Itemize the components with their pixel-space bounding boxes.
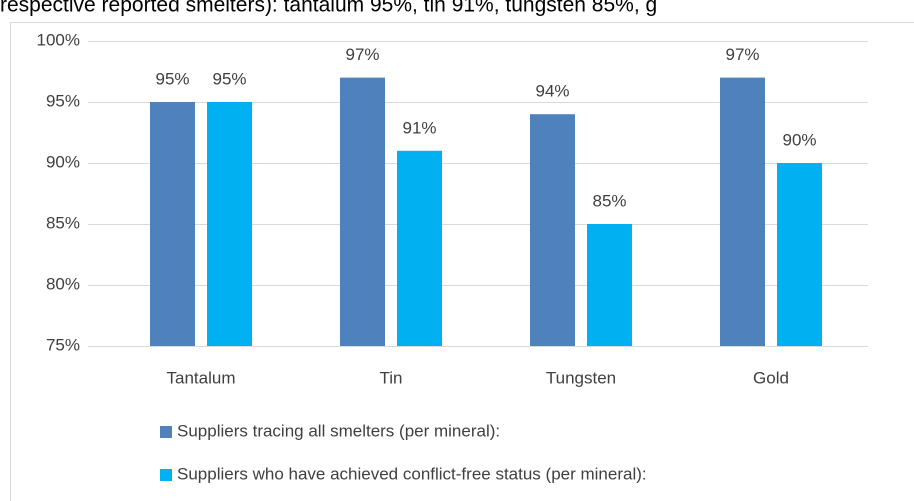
data-label: 85% <box>592 191 626 210</box>
bar <box>530 114 575 346</box>
legend-swatch <box>160 426 172 438</box>
y-tick-label: 75% <box>46 335 80 354</box>
chart-border <box>10 22 914 501</box>
legend-label: Suppliers who have achieved conflict-fre… <box>177 464 647 483</box>
legend-swatch <box>160 469 172 481</box>
data-label: 97% <box>345 45 379 64</box>
bar <box>720 77 765 346</box>
data-label: 97% <box>725 45 759 64</box>
y-tick-label: 80% <box>46 274 80 293</box>
bar <box>340 77 385 346</box>
data-label: 90% <box>782 130 816 149</box>
y-tick-label: 95% <box>46 91 80 110</box>
context-text: respective reported smelters): tantalum … <box>0 0 657 17</box>
bar <box>150 102 195 346</box>
y-tick-label: 90% <box>46 152 80 171</box>
bar <box>207 102 252 346</box>
data-label: 95% <box>212 69 246 88</box>
y-tick-label: 85% <box>46 213 80 232</box>
x-tick-label: Tantalum <box>167 368 236 387</box>
x-tick-label: Gold <box>753 368 789 387</box>
legend-label: Suppliers tracing all smelters (per mine… <box>177 421 500 440</box>
data-label: 95% <box>155 69 189 88</box>
x-tick-label: Tungsten <box>546 368 616 387</box>
bar <box>777 163 822 346</box>
bar <box>587 224 632 346</box>
bar <box>397 150 442 346</box>
y-tick-label: 100% <box>37 30 80 49</box>
data-label: 91% <box>402 118 436 137</box>
x-tick-label: Tin <box>380 368 403 387</box>
data-label: 94% <box>535 82 569 101</box>
